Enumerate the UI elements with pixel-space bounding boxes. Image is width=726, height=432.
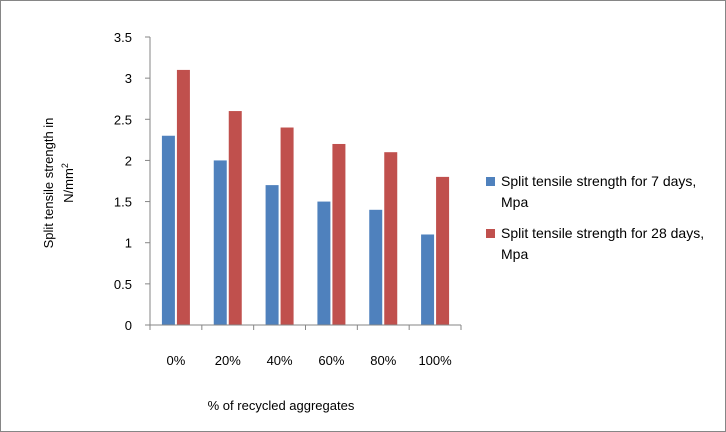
x-axis-ticks: 0% 20% 40% 60% 80% 100%	[149, 325, 462, 368]
y-tick-label: 3	[125, 71, 132, 86]
legend-item-7-days: Split tensile strength for 7 days, Mpa	[486, 171, 722, 213]
legend-label-28-days: Split tensile strength for 28 days, Mpa	[501, 225, 705, 262]
y-axis-title: Split tensile strength in	[41, 118, 56, 249]
x-tick-label: 20%	[215, 353, 241, 368]
bar-7-days	[213, 160, 227, 325]
y-tick-label: 1.5	[114, 195, 132, 210]
legend-label-7-days: Split tensile strength for 7 days, Mpa	[501, 173, 697, 210]
legend-swatch-7-days	[486, 177, 495, 186]
bars	[161, 69, 450, 326]
bar-28-days	[228, 111, 242, 325]
bar-28-days	[280, 127, 294, 325]
y-tick-label: 3.5	[114, 30, 132, 45]
bar-7-days	[369, 209, 383, 325]
y-axis-unit-text: N/mm	[61, 168, 76, 203]
x-axis-title: % of recycled aggregates	[208, 398, 355, 413]
bar-28-days	[436, 176, 450, 325]
x-tick-label: 40%	[267, 353, 293, 368]
y-tick-label: 1	[125, 236, 132, 251]
y-tick-label: 0	[125, 318, 132, 333]
x-tick-label: 80%	[370, 353, 396, 368]
bar-7-days	[265, 185, 279, 325]
bar-7-days	[317, 201, 331, 325]
x-tick-label: 0%	[167, 353, 186, 368]
y-axis-unit: N/mm2	[60, 163, 76, 203]
x-tick-label: 60%	[318, 353, 344, 368]
legend: Split tensile strength for 7 days, Mpa S…	[486, 171, 722, 275]
x-tick-label: 100%	[418, 353, 452, 368]
bar-7-days	[421, 234, 435, 325]
y-tick-label: 0.5	[114, 277, 132, 292]
bar-7-days	[161, 135, 175, 325]
legend-item-28-days: Split tensile strength for 28 days, Mpa	[486, 223, 722, 265]
bar-28-days	[176, 69, 190, 326]
legend-swatch-28-days	[486, 229, 495, 238]
y-axis-ticks: 0 0.5 1 1.5 2 2.5 3 3.5	[114, 30, 150, 333]
bar-28-days	[332, 143, 346, 325]
bar-28-days	[384, 152, 398, 325]
y-axis-unit-superscript: 2	[60, 163, 70, 168]
y-tick-label: 2.5	[114, 112, 132, 127]
y-tick-label: 2	[125, 153, 132, 168]
